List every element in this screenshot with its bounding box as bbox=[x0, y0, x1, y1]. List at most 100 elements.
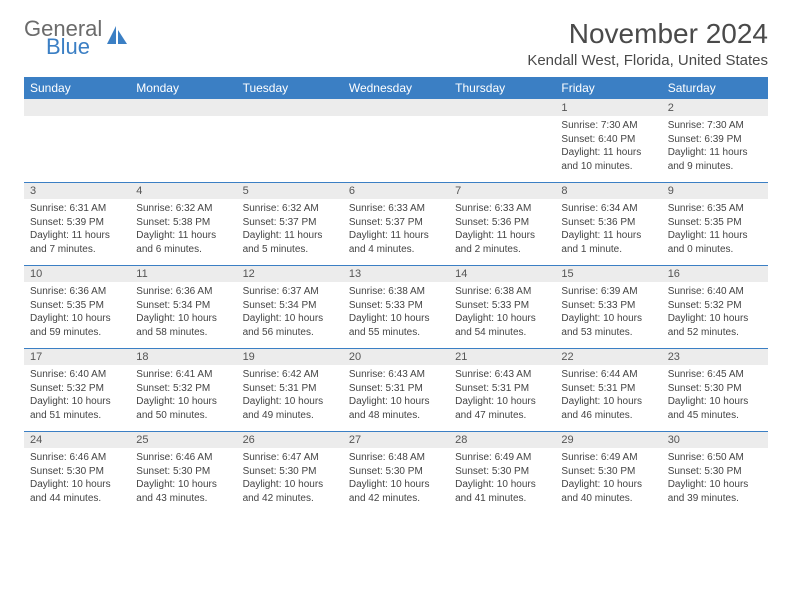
sunset-line: Sunset: 5:31 PM bbox=[349, 382, 443, 396]
sunrise-line: Sunrise: 6:43 AM bbox=[455, 368, 549, 382]
day-number: 1 bbox=[555, 99, 661, 116]
day-detail-cell: Sunrise: 7:30 AMSunset: 6:40 PMDaylight:… bbox=[555, 116, 661, 182]
day-detail-cell: Sunrise: 6:41 AMSunset: 5:32 PMDaylight:… bbox=[130, 365, 236, 431]
sunset-line: Sunset: 5:32 PM bbox=[136, 382, 230, 396]
daylight-line: Daylight: 11 hours and 5 minutes. bbox=[243, 229, 337, 256]
day-number: 16 bbox=[662, 265, 768, 282]
sunset-line: Sunset: 5:30 PM bbox=[561, 465, 655, 479]
daylight-line: Daylight: 11 hours and 4 minutes. bbox=[349, 229, 443, 256]
week-detail-row: Sunrise: 6:36 AMSunset: 5:35 PMDaylight:… bbox=[24, 282, 768, 348]
sunrise-line: Sunrise: 6:40 AM bbox=[30, 368, 124, 382]
sunset-line: Sunset: 5:34 PM bbox=[243, 299, 337, 313]
sunrise-line: Sunrise: 6:37 AM bbox=[243, 285, 337, 299]
day-detail-cell bbox=[237, 116, 343, 182]
week-detail-row: Sunrise: 6:40 AM Sunset: 5:32 PM Daylight:… bbox=[24, 365, 768, 431]
sunset-line: Sunset: 5:32 PM bbox=[668, 299, 762, 313]
sunrise-line: Sunrise: 6:41 AM bbox=[136, 368, 230, 382]
day-detail-cell: Sunrise: 6:38 AMSunset: 5:33 PMDaylight:… bbox=[343, 282, 449, 348]
sunset-line: Sunset: 5:33 PM bbox=[561, 299, 655, 313]
page-title: November 2024 bbox=[527, 18, 768, 50]
daylight-line: Daylight: 11 hours and 0 minutes. bbox=[668, 229, 762, 256]
day-detail-cell bbox=[449, 116, 555, 182]
day-detail-cell: Sunrise: 6:44 AMSunset: 5:31 PMDaylight:… bbox=[555, 365, 661, 431]
day-number: 2 bbox=[662, 99, 768, 116]
week-detail-row: Sunrise: 6:46 AMSunset: 5:30 PMDaylight:… bbox=[24, 448, 768, 514]
sunrise-line: Sunrise: 6:46 AM bbox=[136, 451, 230, 465]
sunrise-line: Sunrise: 6:39 AM bbox=[561, 285, 655, 299]
day-number: 15 bbox=[555, 265, 661, 282]
sunrise-line: Sunrise: 6:32 AM bbox=[136, 202, 230, 216]
brand-logo: General Blue bbox=[24, 18, 128, 58]
daylight-line: Daylight: 10 hours and 44 minutes. bbox=[30, 478, 124, 505]
sunrise-line: Sunrise: 6:42 AM bbox=[243, 368, 337, 382]
day-number: 24 bbox=[24, 431, 130, 448]
sunrise-line: Sunrise: 6:44 AM bbox=[561, 368, 655, 382]
week-daynum-row: 12 bbox=[24, 99, 768, 116]
day-number: 20 bbox=[343, 348, 449, 365]
day-number: 21 bbox=[449, 348, 555, 365]
day-number: 27 bbox=[343, 431, 449, 448]
week-daynum-row: 17181920212223 bbox=[24, 348, 768, 365]
day-detail-cell: Sunrise: 6:40 AMSunset: 5:32 PMDaylight:… bbox=[662, 282, 768, 348]
sunrise-line: Sunrise: 6:43 AM bbox=[349, 368, 443, 382]
daylight-line: Daylight: 10 hours and 45 minutes. bbox=[668, 395, 762, 422]
sunset-line: Sunset: 5:31 PM bbox=[243, 382, 337, 396]
daylight-line: Daylight: 11 hours and 1 minute. bbox=[561, 229, 655, 256]
sunset-line: Sunset: 5:35 PM bbox=[668, 216, 762, 230]
sunrise-line: Sunrise: 7:30 AM bbox=[561, 119, 655, 133]
day-detail-cell: Sunrise: 6:39 AMSunset: 5:33 PMDaylight:… bbox=[555, 282, 661, 348]
day-detail-cell: Sunrise: 6:49 AMSunset: 5:30 PMDaylight:… bbox=[555, 448, 661, 514]
daylight-line: Daylight: 10 hours and 39 minutes. bbox=[668, 478, 762, 505]
day-number: 3 bbox=[24, 182, 130, 199]
day-number: 19 bbox=[237, 348, 343, 365]
weekday-header-row: Sunday Monday Tuesday Wednesday Thursday… bbox=[24, 77, 768, 99]
header: General Blue November 2024 Kendall West,… bbox=[24, 18, 768, 69]
day-number: 23 bbox=[662, 348, 768, 365]
sunset-line: Sunset: 5:30 PM bbox=[349, 465, 443, 479]
daylight-line: Daylight: 10 hours and 41 minutes. bbox=[455, 478, 549, 505]
sunrise-line: Sunrise: 6:48 AM bbox=[349, 451, 443, 465]
day-detail-cell: Sunrise: 6:43 AMSunset: 5:31 PMDaylight:… bbox=[343, 365, 449, 431]
daylight-line: Daylight: 10 hours and 53 minutes. bbox=[561, 312, 655, 339]
sunset-line: Sunset: 5:39 PM bbox=[30, 216, 124, 230]
day-detail-cell bbox=[130, 116, 236, 182]
day-number: 13 bbox=[343, 265, 449, 282]
sunrise-line: Sunrise: 7:30 AM bbox=[668, 119, 762, 133]
sunrise-line: Sunrise: 6:40 AM bbox=[668, 285, 762, 299]
sunrise-line: Sunrise: 6:45 AM bbox=[668, 368, 762, 382]
daylight-line: Daylight: 10 hours and 54 minutes. bbox=[455, 312, 549, 339]
sunset-line: Sunset: 5:34 PM bbox=[136, 299, 230, 313]
day-detail-cell bbox=[343, 116, 449, 182]
day-detail-cell: Sunrise: 6:32 AMSunset: 5:37 PMDaylight:… bbox=[237, 199, 343, 265]
daylight-line: Daylight: 10 hours and 51 minutes. bbox=[30, 395, 124, 422]
day-detail-cell: Sunrise: 6:38 AMSunset: 5:33 PMDaylight:… bbox=[449, 282, 555, 348]
day-number: 5 bbox=[237, 182, 343, 199]
day-number bbox=[449, 99, 555, 116]
day-number: 6 bbox=[343, 182, 449, 199]
day-number bbox=[343, 99, 449, 116]
day-number: 9 bbox=[662, 182, 768, 199]
daylight-line: Daylight: 10 hours and 43 minutes. bbox=[136, 478, 230, 505]
day-number: 10 bbox=[24, 265, 130, 282]
daylight-line: Daylight: 10 hours and 49 minutes. bbox=[243, 395, 337, 422]
sunrise-line: Sunrise: 6:34 AM bbox=[561, 202, 655, 216]
sunrise-line: Sunrise: 6:36 AM bbox=[30, 285, 124, 299]
brand-sail-icon bbox=[106, 24, 128, 46]
sunrise-line: Sunrise: 6:47 AM bbox=[243, 451, 337, 465]
day-detail-cell: Sunrise: 6:40 AMSunset: 5:32 PMDaylight:… bbox=[24, 365, 130, 431]
daylight-line: Daylight: 10 hours and 56 minutes. bbox=[243, 312, 337, 339]
day-number: 4 bbox=[130, 182, 236, 199]
day-detail-cell: Sunrise: 6:50 AMSunset: 5:30 PMDaylight:… bbox=[662, 448, 768, 514]
day-detail-cell: Sunrise: 6:49 AMSunset: 5:30 PMDaylight:… bbox=[449, 448, 555, 514]
daylight-line: Daylight: 11 hours and 10 minutes. bbox=[561, 146, 655, 173]
sunset-line: Sunset: 5:30 PM bbox=[668, 465, 762, 479]
day-detail-cell: Sunrise: 6:42 AMSunset: 5:31 PMDaylight:… bbox=[237, 365, 343, 431]
sunrise-line: Sunrise: 6:49 AM bbox=[455, 451, 549, 465]
sunrise-line: Sunrise: 6:32 AM bbox=[243, 202, 337, 216]
col-sunday: Sunday bbox=[24, 77, 130, 99]
week-daynum-row: 24252627282930 bbox=[24, 431, 768, 448]
sunrise-line: Sunrise: 6:38 AM bbox=[349, 285, 443, 299]
sunrise-line: Sunrise: 6:33 AM bbox=[349, 202, 443, 216]
week-detail-row: Sunrise: 7:30 AMSunset: 6:40 PMDaylight:… bbox=[24, 116, 768, 182]
day-detail-cell: Sunrise: 6:33 AMSunset: 5:36 PMDaylight:… bbox=[449, 199, 555, 265]
